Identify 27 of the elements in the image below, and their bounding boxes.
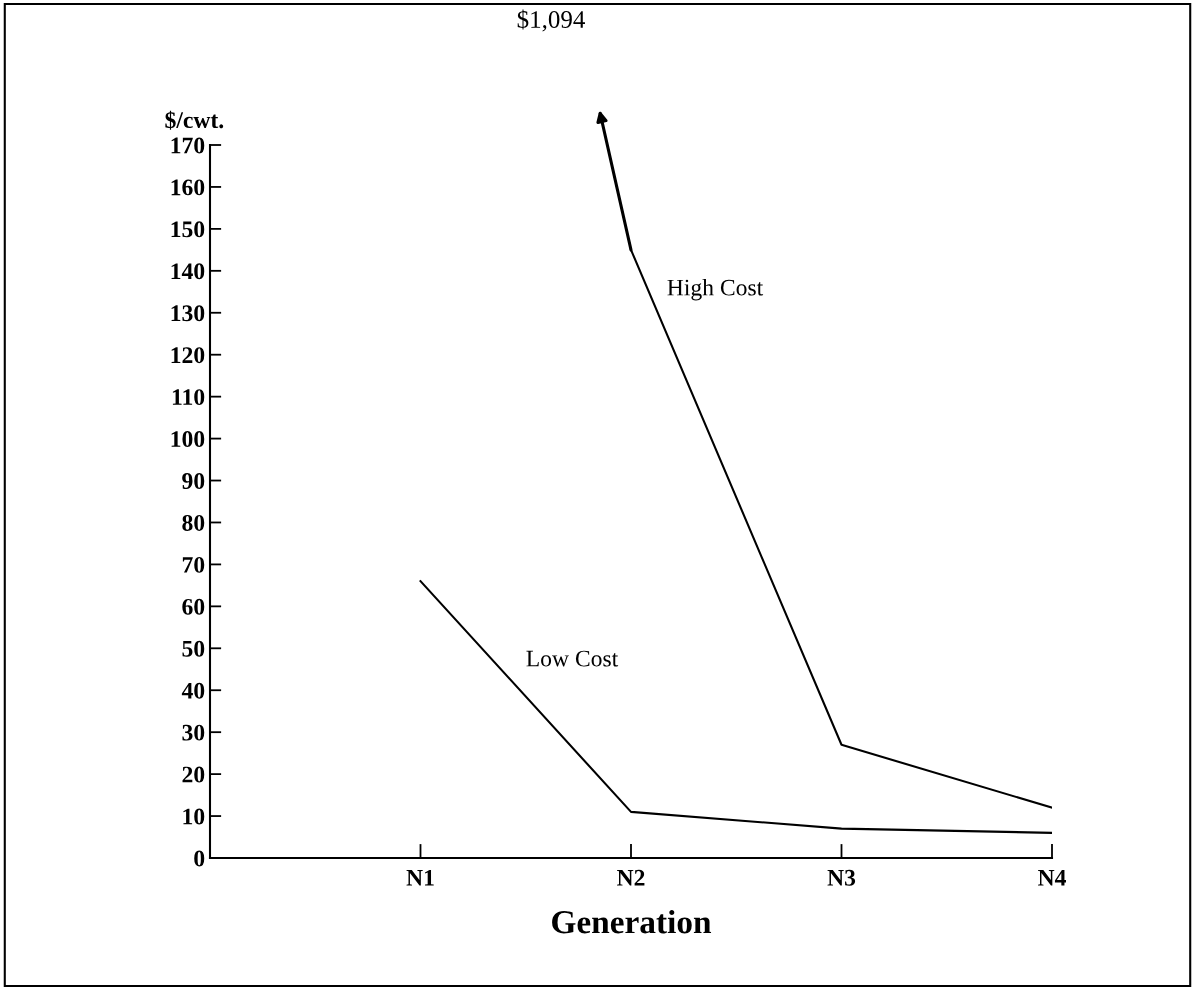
text: $1,094 (517, 9, 585, 32)
x-tick-label: N2 (617, 869, 645, 886)
y-tick-label: 50 (182, 640, 205, 657)
x-tick-label: N3 (827, 869, 856, 886)
y-tick-label: 90 (182, 473, 205, 489)
y-axis-title: $/cwt. (165, 110, 224, 130)
series-label: Low Cost (526, 650, 619, 667)
y-tick-label: 60 (182, 598, 205, 615)
y-tick-label: 160 (171, 179, 205, 196)
y-tick-label: 70 (182, 556, 205, 573)
y-tick-label: 150 (171, 221, 205, 238)
y-tick-label: 120 (171, 347, 205, 364)
x-axis-title: Generation (552, 909, 712, 934)
y-tick-label: 40 (181, 682, 205, 699)
x-tick-label: N1 (406, 869, 434, 886)
y-tick-label: 0 (194, 850, 205, 867)
y-tick-label: 10 (183, 808, 205, 825)
y-tick-label: 20 (182, 766, 205, 783)
y-tick-label: 140 (171, 263, 205, 280)
y-tick-label: 110 (172, 389, 205, 406)
x-tick-label: N4 (1038, 869, 1066, 886)
series-label: High Cost (667, 278, 764, 301)
y-tick-label: 170 (171, 137, 205, 154)
y-tick-label: 80 (182, 514, 205, 531)
y-tick-label: 30 (182, 724, 205, 741)
y-tick-label: 100 (171, 431, 205, 448)
y-tick-label: 130 (171, 305, 205, 322)
